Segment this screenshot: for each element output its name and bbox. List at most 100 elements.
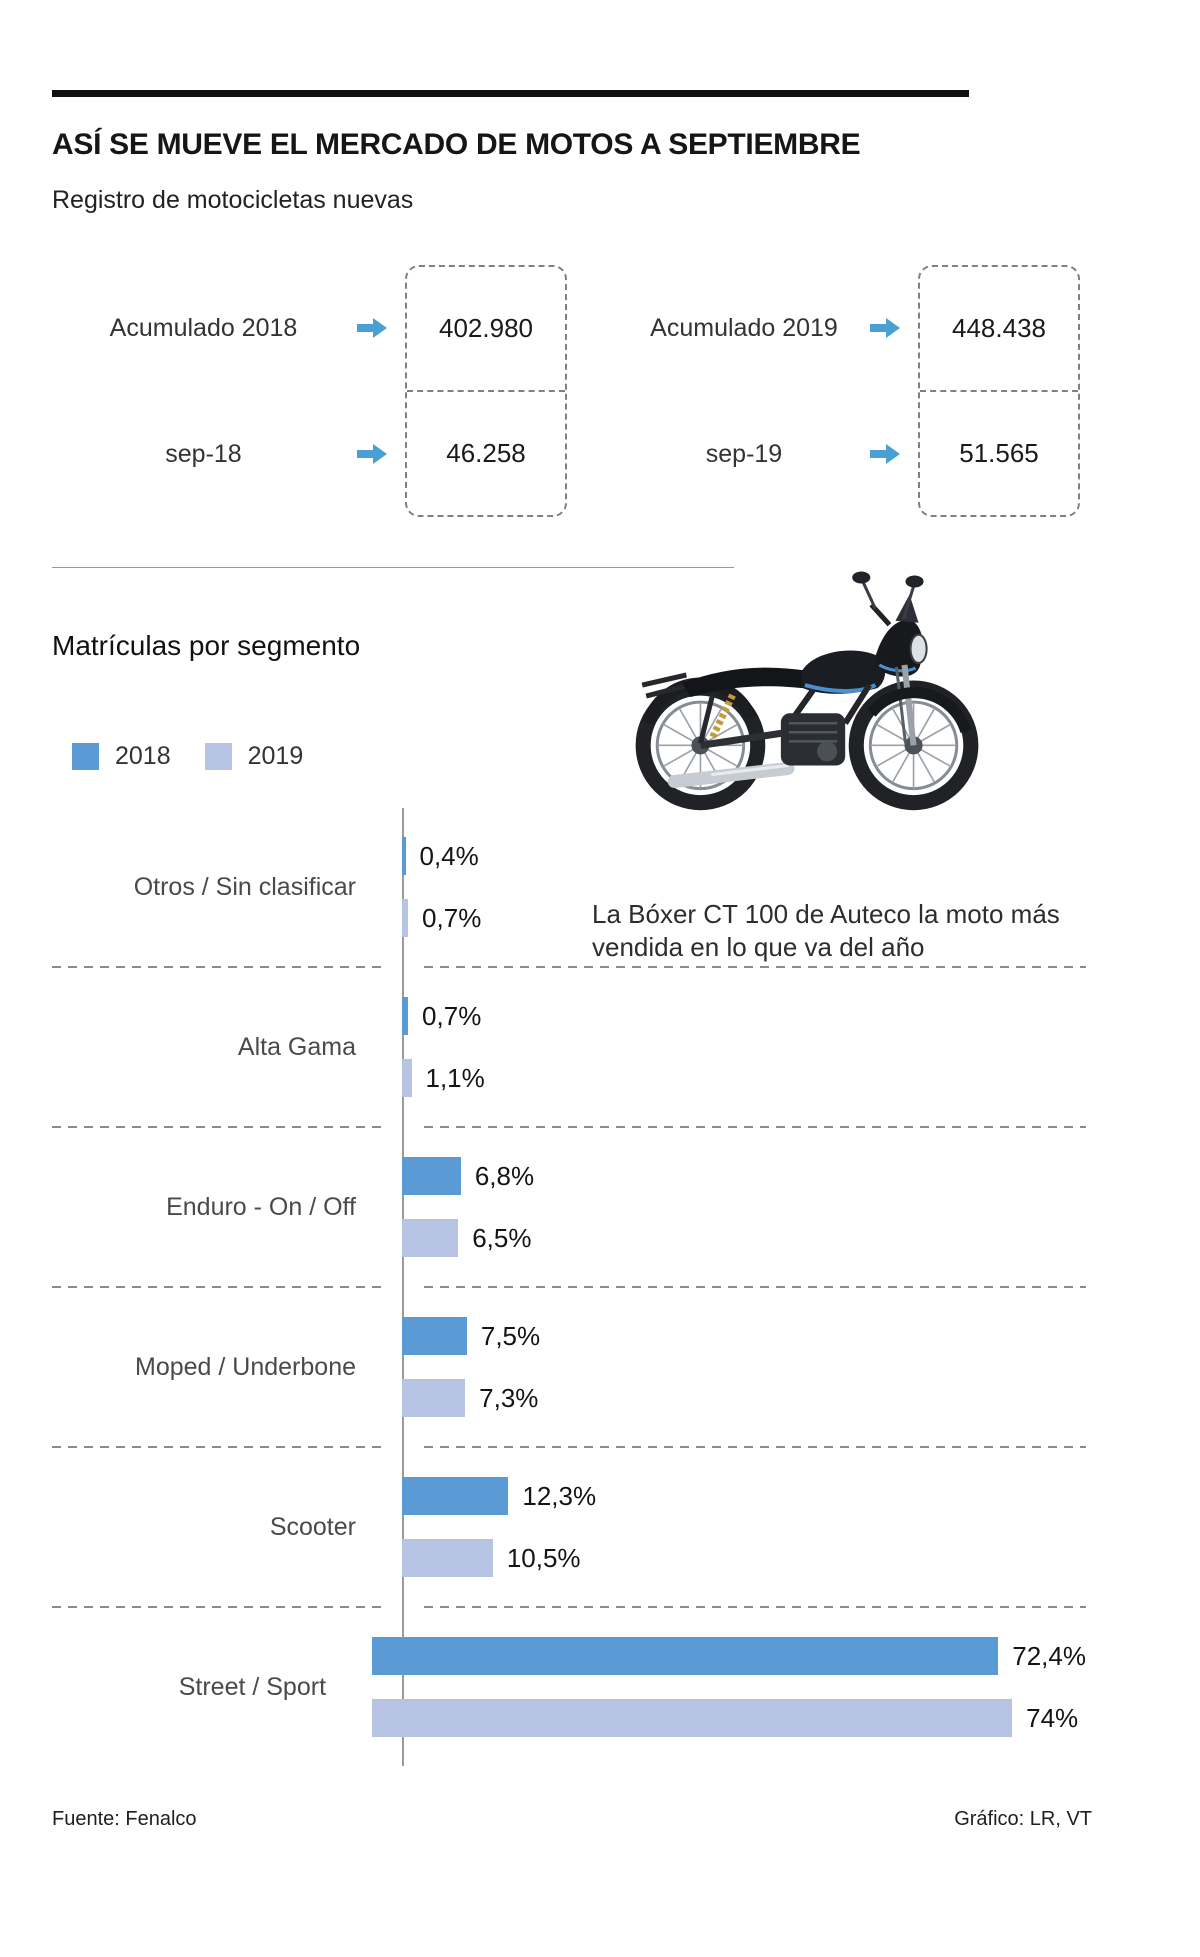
segment-row-moped: Moped / Underbone 7,5% 7,3% — [52, 1288, 1086, 1446]
registry-value-sep-19: 51.565 — [959, 438, 1039, 468]
segment-row-street: Street / Sport 72,4% 74% — [52, 1608, 1086, 1766]
registry-row: Acumulado 2018 — [52, 265, 405, 391]
page-subtitle: Registro de motocicletas nuevas — [52, 186, 414, 214]
segment-bars: 0,4% 0,7% — [402, 837, 1086, 937]
registry-label-sep-19: sep-19 — [705, 439, 783, 468]
legend-swatch-2018 — [72, 743, 99, 770]
registry-labels: Acumulado 2018 sep-18 — [52, 265, 405, 517]
segment-label: Street / Sport — [178, 1672, 327, 1701]
bar-2018 — [402, 837, 406, 875]
segment-label: Alta Gama — [237, 1032, 356, 1061]
bar-2019 — [372, 1699, 1013, 1737]
dashed-separator — [52, 1286, 1086, 1288]
chart-legend: 2018 2019 — [72, 742, 303, 771]
registry-group-2018: Acumulado 2018 sep-18 402.980 46.258 — [52, 265, 567, 517]
dashed-divider — [920, 390, 1078, 392]
chart-axis-line — [402, 808, 404, 1766]
segment-bars: 12,3% 10,5% — [402, 1477, 1086, 1577]
segment-row-alta-gama: Alta Gama 0,7% 1,1% — [52, 968, 1086, 1126]
registry-row: sep-19 — [620, 391, 918, 517]
segment-bars: 0,7% 1,1% — [402, 997, 1086, 1097]
header-rule — [52, 90, 969, 97]
segment-bar-chart: Otros / Sin clasificar 0,4% 0,7% Alta Ga… — [52, 808, 1086, 1766]
bar-2019 — [402, 899, 409, 937]
registry-value-box-2019: 448.438 51.565 — [918, 265, 1080, 517]
bar-line: 0,4% — [402, 837, 1086, 875]
bar-value-2018: 72,4% — [1012, 1640, 1086, 1671]
registry-label-acumulado-2018: Acumulado 2018 — [109, 313, 298, 342]
segment-bars: 7,5% 7,3% — [402, 1317, 1086, 1417]
bar-2018 — [402, 1477, 509, 1515]
graphic-credit: Gráfico: LR, VT — [954, 1808, 1092, 1830]
legend-item-2019: 2019 — [204, 742, 304, 771]
bar-2018 — [402, 1317, 467, 1355]
dashed-separator — [52, 966, 1086, 968]
arrow-right-icon — [355, 442, 391, 466]
bar-line: 6,8% — [402, 1157, 1086, 1195]
bar-line: 1,1% — [402, 1059, 1086, 1097]
bar-line: 0,7% — [402, 899, 1086, 937]
registry-group-2019: Acumulado 2019 sep-19 448.438 51.565 — [620, 265, 1080, 517]
bar-2019 — [402, 1219, 459, 1257]
segment-row-otros: Otros / Sin clasificar 0,4% 0,7% — [52, 808, 1086, 966]
bar-line: 10,5% — [402, 1539, 1086, 1577]
bar-2019 — [402, 1379, 466, 1417]
segment-label: Otros / Sin clasificar — [133, 872, 356, 901]
dashed-separator — [52, 1446, 1086, 1448]
bar-value-2019: 0,7% — [422, 902, 482, 933]
dashed-separator — [52, 1606, 1086, 1608]
bar-line: 12,3% — [402, 1477, 1086, 1515]
motorcycle-image — [612, 520, 1004, 830]
bar-line: 7,3% — [402, 1379, 1086, 1417]
source-credit: Fuente: Fenalco — [52, 1808, 197, 1830]
segment-label: Scooter — [269, 1512, 356, 1541]
bar-2018 — [402, 1157, 461, 1195]
chart-annotation: La Bóxer CT 100 de Auteco la moto más ve… — [592, 899, 1060, 963]
legend-label-2018: 2018 — [115, 742, 171, 770]
bar-2018 — [372, 1637, 999, 1675]
bar-line: 0,7% — [402, 997, 1086, 1035]
segment-row-scooter: Scooter 12,3% 10,5% — [52, 1448, 1086, 1606]
registry-labels: Acumulado 2019 sep-19 — [620, 265, 918, 517]
bar-line: 7,5% — [402, 1317, 1086, 1355]
registry-row: sep-18 — [52, 391, 405, 517]
bar-value-2018: 0,7% — [422, 1000, 482, 1031]
bar-value-2019: 6,5% — [472, 1222, 532, 1253]
segment-label: Moped / Underbone — [135, 1352, 356, 1381]
page-title: ASÍ SE MUEVE EL MERCADO DE MOTOS A SEPTI… — [52, 128, 861, 162]
bar-2019 — [402, 1539, 493, 1577]
bar-value-2018: 6,8% — [474, 1160, 535, 1191]
legend-swatch-2019 — [204, 743, 232, 770]
bar-value-2018: 0,4% — [419, 840, 479, 871]
registry-row: Acumulado 2019 — [620, 265, 918, 391]
segment-bars: 72,4% 74% — [372, 1637, 1086, 1737]
segment-label: Enduro - On / Off — [166, 1192, 356, 1221]
registry-value-box-2018: 402.980 46.258 — [405, 265, 567, 517]
registry-label-acumulado-2019: Acumulado 2019 — [650, 313, 838, 342]
registry-value-acumulado-2018: 402.980 — [439, 313, 533, 343]
legend-label-2019: 2019 — [247, 742, 304, 770]
section-title: Matrículas por segmento — [52, 630, 361, 661]
bar-line: 72,4% — [372, 1637, 1086, 1675]
segment-row-enduro: Enduro - On / Off 6,8% 6,5% — [52, 1128, 1086, 1286]
bar-value-2019: 10,5% — [506, 1542, 581, 1573]
bar-value-2019: 74% — [1026, 1702, 1079, 1733]
registry-value-sep-18: 46.258 — [446, 438, 526, 468]
registry-value-acumulado-2019: 448.438 — [952, 313, 1046, 343]
arrow-right-icon — [355, 316, 391, 340]
registry-label-sep-18: sep-18 — [165, 439, 242, 468]
legend-item-2018: 2018 — [72, 742, 171, 771]
dashed-separator — [52, 1126, 1086, 1128]
bar-value-2019: 1,1% — [425, 1062, 485, 1093]
bar-value-2018: 7,5% — [480, 1320, 541, 1351]
segment-bars: 6,8% 6,5% — [402, 1157, 1086, 1257]
bar-2019 — [402, 1059, 412, 1097]
dashed-divider — [407, 390, 565, 392]
section-divider — [52, 567, 734, 568]
arrow-right-icon — [868, 442, 904, 466]
bar-value-2018: 12,3% — [522, 1480, 597, 1511]
bar-line: 74% — [372, 1699, 1086, 1737]
arrow-right-icon — [868, 316, 904, 340]
bar-value-2019: 7,3% — [479, 1382, 539, 1413]
